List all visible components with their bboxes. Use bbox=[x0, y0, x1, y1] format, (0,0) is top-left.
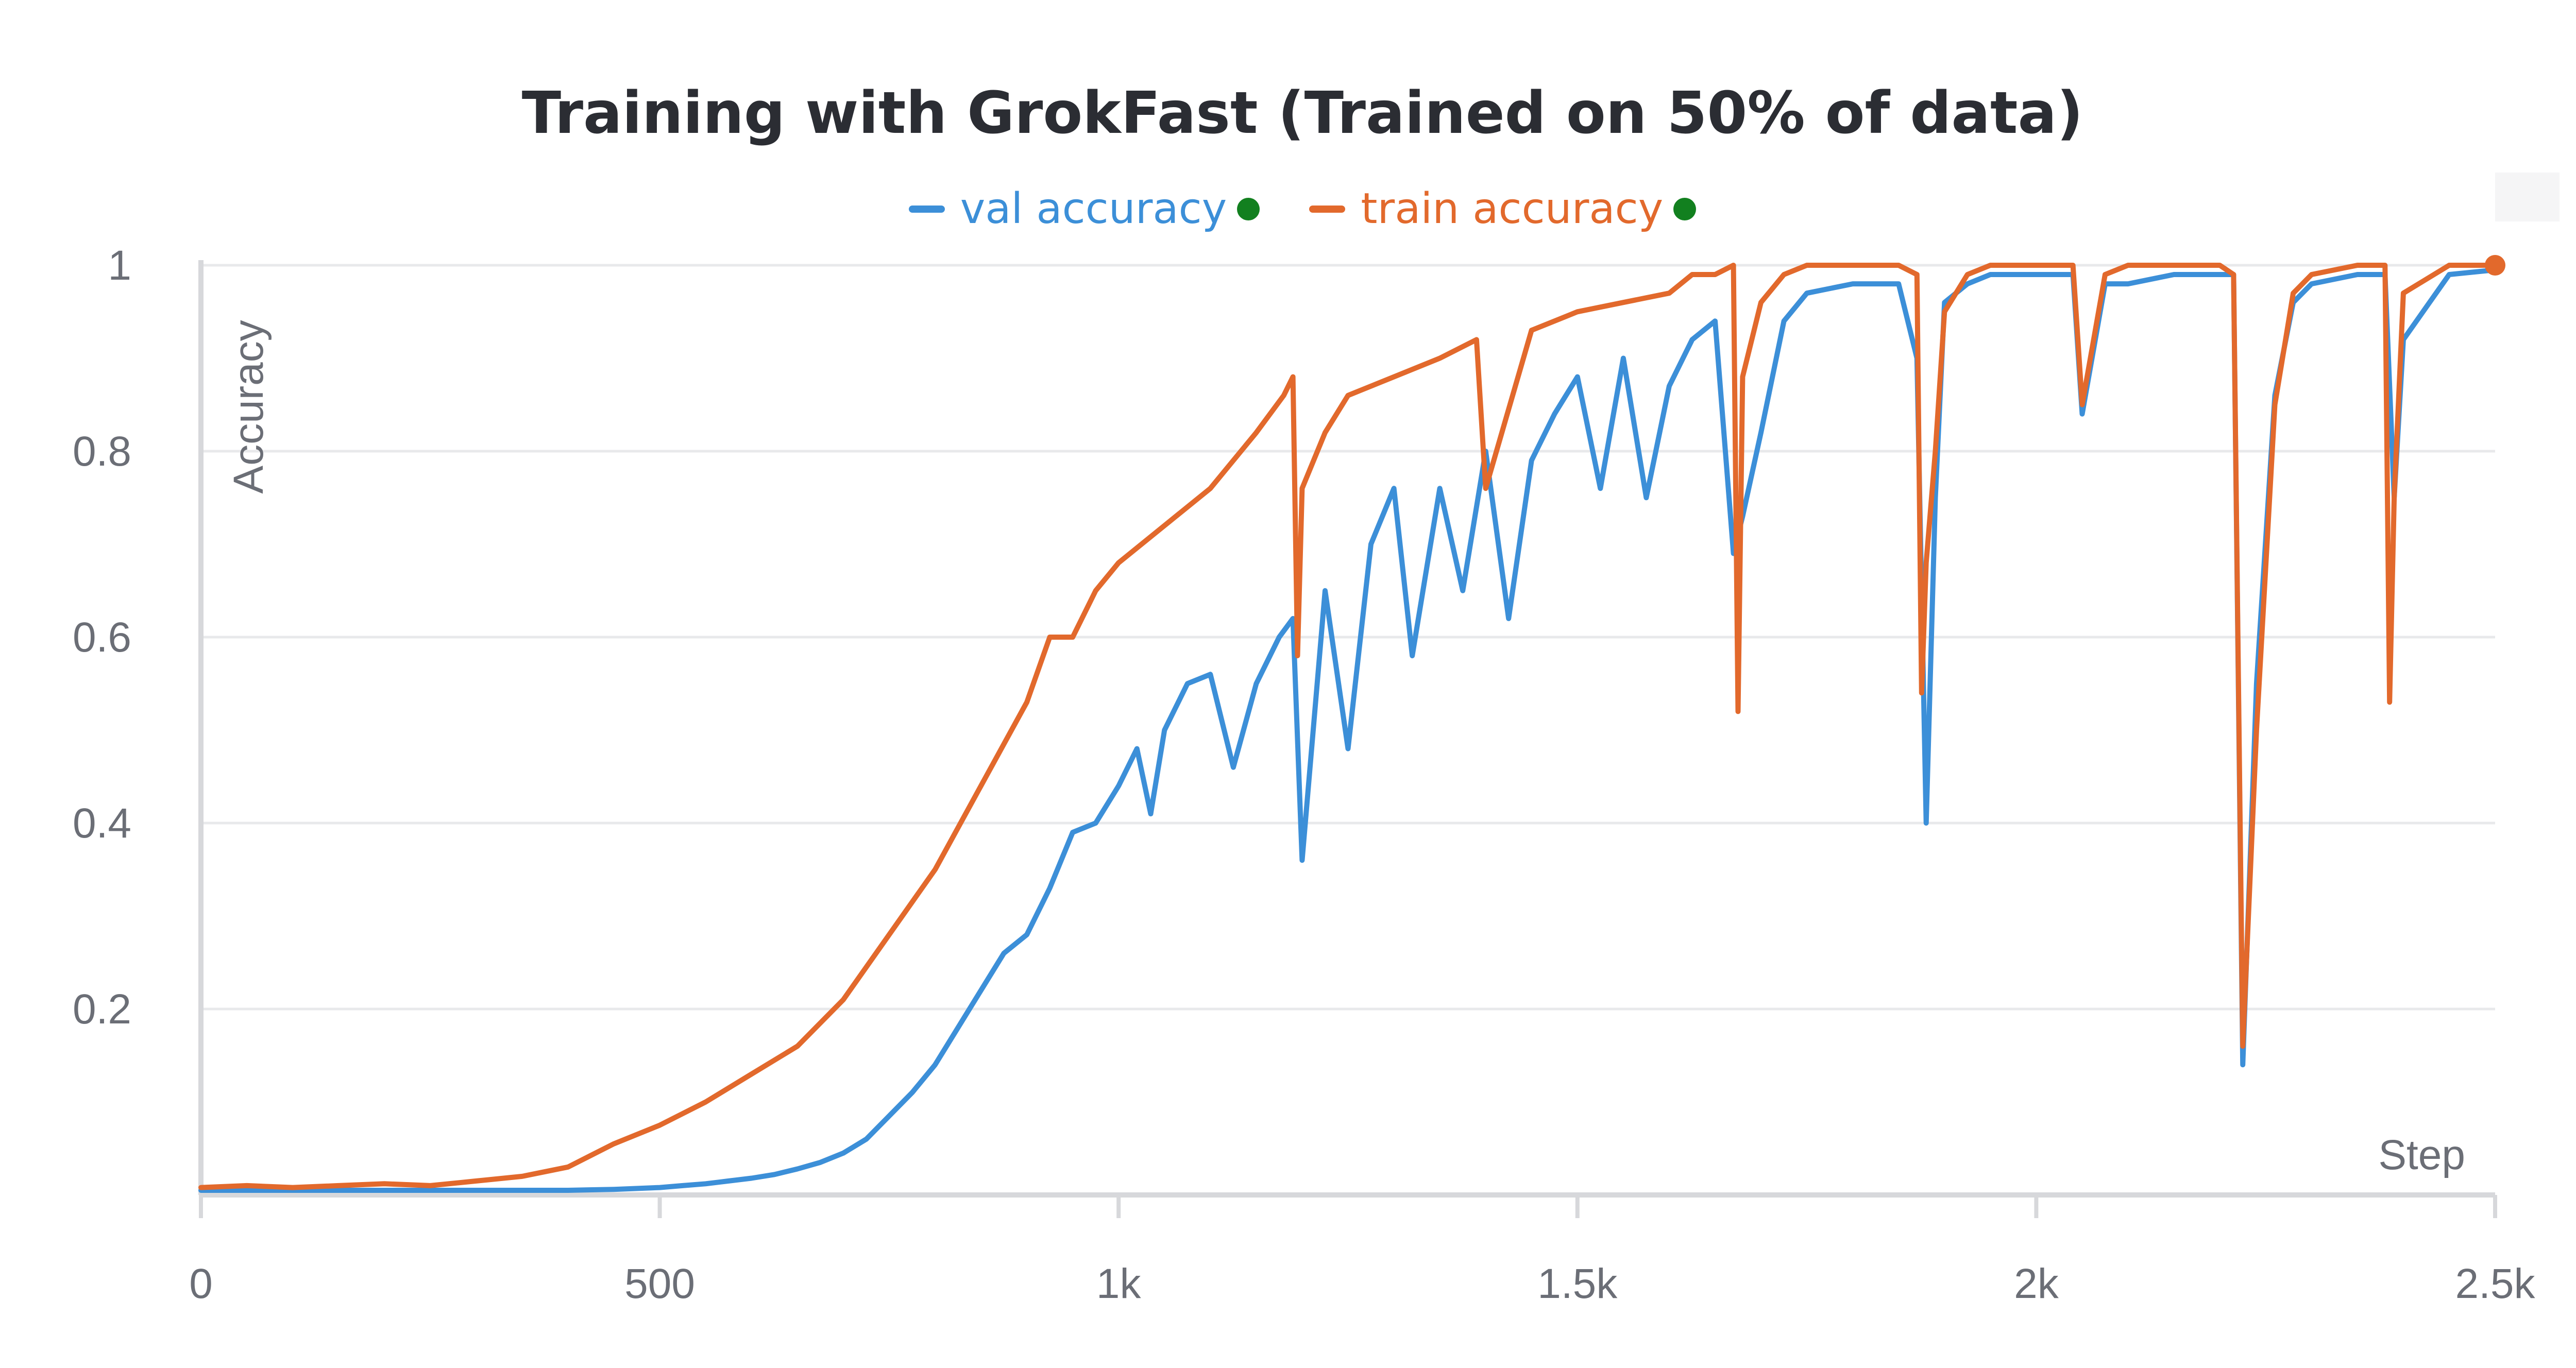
legend-swatch-val bbox=[908, 206, 945, 213]
y-tick-label: 0.4 bbox=[73, 800, 131, 847]
series-line-val-accuracy[interactable] bbox=[198, 267, 2498, 1193]
y-tick-label: 0.6 bbox=[73, 614, 131, 661]
legend-status-dot-icon bbox=[1237, 198, 1260, 220]
y-tick-label: 0.2 bbox=[73, 986, 131, 1033]
y-axis-label: Accuracy bbox=[225, 320, 272, 493]
x-axis-label: Step bbox=[2378, 1132, 2465, 1178]
series-line-train-accuracy[interactable] bbox=[198, 263, 2498, 1190]
legend-item-train-accuracy[interactable]: train accuracy bbox=[1309, 183, 1697, 235]
series-end-marker bbox=[2485, 255, 2505, 276]
x-tick-label: 0 bbox=[189, 1260, 213, 1307]
legend-status-dot-icon bbox=[1673, 198, 1697, 220]
chart-title: Training with GrokFast (Trained on 50% o… bbox=[521, 80, 2083, 147]
chart-legend: val accuracy train accuracy bbox=[0, 173, 2576, 235]
x-tick-label: 2.5k bbox=[2455, 1260, 2536, 1307]
x-tick-label: 1.5k bbox=[1537, 1260, 1618, 1307]
y-tick-label: 0.8 bbox=[73, 428, 131, 475]
x-tick-label: 2k bbox=[2014, 1260, 2059, 1307]
y-tick-label: 1 bbox=[108, 242, 131, 289]
chart-menu-placeholder[interactable] bbox=[2495, 173, 2560, 221]
legend-item-val-accuracy[interactable]: val accuracy bbox=[908, 183, 1260, 235]
legend-swatch-train bbox=[1309, 206, 1346, 213]
legend-label-val: val accuracy bbox=[960, 184, 1227, 233]
x-tick-label: 1k bbox=[1096, 1260, 1142, 1307]
x-tick-label: 500 bbox=[624, 1260, 695, 1307]
legend-label-train: train accuracy bbox=[1361, 184, 1664, 233]
